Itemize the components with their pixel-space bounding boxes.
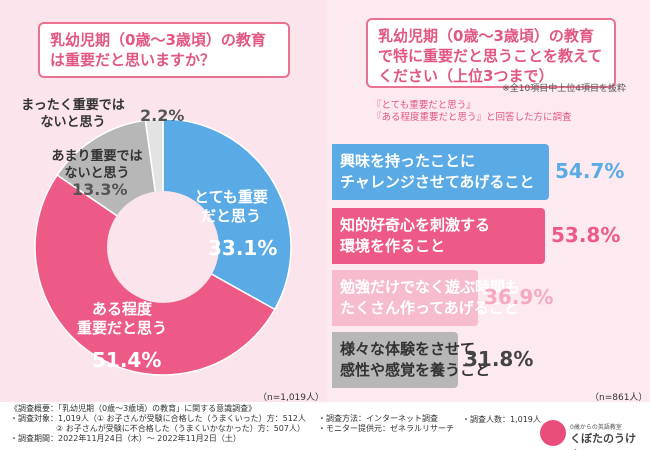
bar-condition: 『とても重要だと思う』 『ある程度重要だと思う』と回答した方に調査 [372, 100, 572, 124]
logo-name: くぼたのうけん [570, 432, 636, 450]
pie-label-line1: まったく重要では [21, 98, 125, 113]
pie-label-line2: 重要だと思う [76, 319, 167, 337]
bar-2 [332, 270, 478, 326]
bar-value: 54.7% [555, 159, 625, 183]
bar-value: 53.8% [551, 223, 621, 247]
pie-slice-label-somewhat-important: ある程度 重要だと思う [62, 300, 182, 338]
bar-label-line1: 興味を持ったことに [340, 152, 476, 170]
survey-title: 《調査概要：「乳幼児期（0歳〜3歳頃）の教育」に関する意識調査》 [10, 404, 257, 413]
bar-row: 知的好奇心を刺激する 環境を作ること 53.8% [332, 208, 642, 264]
pie-value-somewhat-important: 51.4% [92, 348, 162, 372]
logo-subtitle: 0歳からの英語教室 [570, 424, 622, 431]
bar-row: 興味を持ったことに チャレンジさせてあげること 54.7% [332, 144, 642, 200]
condition-line1: 『とても重要だと思う』 [372, 100, 476, 111]
survey-period: ・調査期間：2022年11月24日（木）〜 2022年11月2日（土） [10, 434, 241, 443]
bar-label-line2: たくさん作ってあげること [340, 299, 519, 317]
survey-target-line1: ・調査対象：1,019人（① お子さんが受験に合格した（うまくいった）方：512… [10, 414, 306, 423]
bar-row: 勉強だけでなく遊ぶ時間も たくさん作ってあげること 36.9% [332, 270, 642, 326]
pie-slice-label-very-important: とても重要 だと思う [186, 188, 276, 226]
bar-label: 知的好奇心を刺激する 環境を作ること [340, 215, 490, 257]
bar-question-box: 乳幼児期（0歳〜3歳頃）の教育で特に重要だと思うことを教えてください（上位3つま… [366, 18, 616, 88]
pie-value-not-important-at-all: 2.2% [140, 106, 185, 125]
pie-donut-hole [107, 191, 219, 303]
survey-provider: ・モニター提供元：ゼネラルリサーチ [318, 424, 454, 433]
pie-label-line2: ないと思う [40, 115, 106, 130]
bar-label-line1: 勉強だけでなく遊ぶ時間も [340, 278, 521, 296]
survey-summary-col2: ・調査方法：インターネット調査 ・モニター提供元：ゼネラルリサーチ [318, 414, 454, 434]
bar-3 [332, 332, 458, 388]
brand-logo: 0歳からの英語教室 くぼたのうけん [540, 420, 646, 450]
condition-line2: 『ある程度重要だと思う』と回答した方に調査 [372, 112, 572, 123]
pie-value-very-important: 33.1% [208, 236, 278, 260]
pie-sample-size: （n=1,019人） [258, 393, 325, 403]
bar-label-line2: 環境を作ること [340, 237, 446, 255]
pie-label-line2: ないと思う [64, 166, 130, 181]
pie-chart-svg [34, 118, 292, 376]
bar-row: 様々な体験をさせて 感性や感覚を養うこと 31.8% [332, 332, 642, 388]
pie-label-line1: ある程度 [91, 300, 152, 318]
logo-mark-icon [540, 420, 566, 446]
bar-1 [332, 208, 545, 264]
bar-label-line2: 感性や感覚を養うこと [340, 361, 491, 379]
bar-sample-size: （n=861人） [590, 393, 648, 403]
bar-label: 興味を持ったことに チャレンジさせてあげること [340, 151, 534, 193]
pie-chart: とても重要 だと思う 33.1% ある程度 重要だと思う 51.4% あまり重要… [0, 0, 326, 402]
bar-value: 31.8% [464, 347, 534, 371]
pie-label-line1: あまり重要では [51, 149, 143, 164]
survey-summary: 《調査概要：「乳幼児期（0歳〜3歳頃）の教育」に関する意識調査》 ・調査対象：1… [10, 404, 306, 444]
pie-slice-label-not-important-at-all: まったく重要では ないと思う [8, 97, 138, 131]
survey-target-line2: ② お子さんが受験に不合格した（うまくいかなかった）方：507人） [56, 424, 305, 433]
pie-label-line2: だと思う [200, 207, 261, 225]
bar-0 [332, 144, 549, 200]
bar-label: 様々な体験をさせて 感性や感覚を養うこと [340, 339, 490, 381]
pie-value-not-very-important: 13.3% [72, 180, 128, 199]
pie-question-box: 乳幼児期（0歳〜3歳頃）の教育は重要だと思いますか？ [38, 22, 290, 78]
survey-people: ・調査人数：1,019人 [462, 415, 541, 424]
pie-question-text: 乳幼児期（0歳〜3歳頃）の教育は重要だと思いますか？ [50, 31, 266, 69]
bar-label-line2: チャレンジさせてあげること [340, 173, 535, 191]
bar-question-text: 乳幼児期（0歳〜3歳頃）の教育で特に重要だと思うことを教えてください（上位3つま… [378, 27, 603, 85]
bar-label: 勉強だけでなく遊ぶ時間も たくさん作ってあげること [340, 277, 520, 319]
pie-label-line1: とても重要 [194, 188, 268, 206]
bar-subnote: ※全10項目中上位4項目を抜粋 [502, 84, 626, 94]
pie-slice-label-not-very-important: あまり重要では ないと思う [32, 148, 162, 182]
survey-method: ・調査方法：インターネット調査 [318, 414, 438, 423]
bar-label-line1: 様々な体験をさせて [340, 340, 476, 358]
bar-label-line1: 知的好奇心を刺激する [340, 216, 491, 234]
bar-value: 36.9% [484, 285, 554, 309]
